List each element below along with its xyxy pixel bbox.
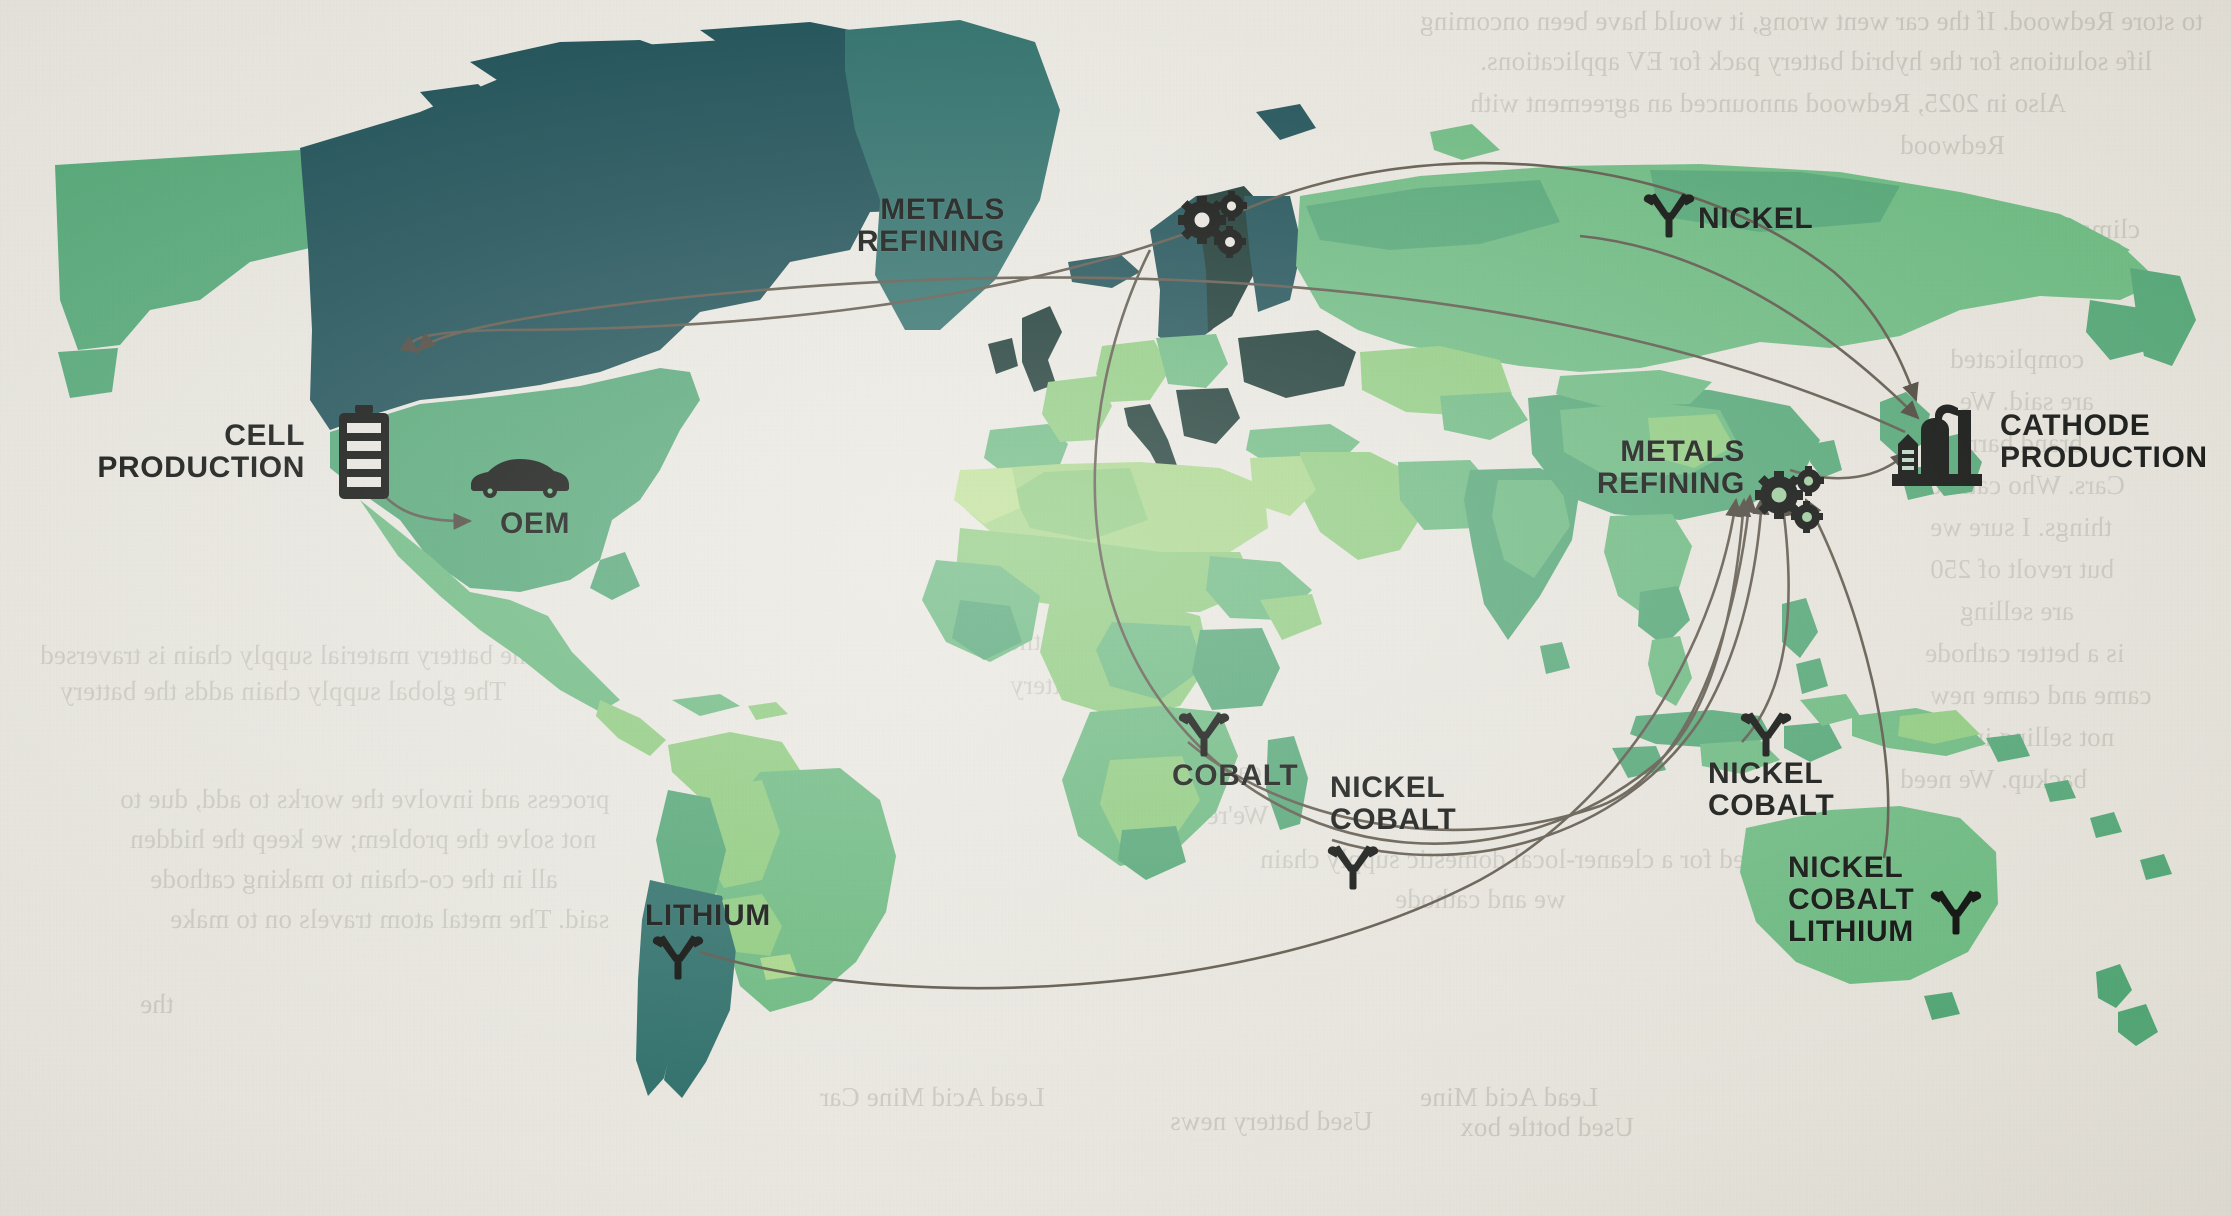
flow-lithium-sa-to-metals-refining-cn bbox=[699, 497, 1743, 990]
label-nickel-cobalt-madagascar: NICKEL COBALT bbox=[1330, 771, 1457, 836]
mining-hammers-icon bbox=[1643, 193, 1695, 244]
label-metals-refining-china: METALS REFINING bbox=[1596, 435, 1745, 500]
mining-hammers-icon bbox=[1178, 712, 1230, 763]
label-oem: OEM bbox=[500, 507, 571, 540]
label-nickel-cobalt-lithium-australia: NICKEL COBALT LITHIUM bbox=[1788, 851, 1915, 948]
mining-hammers-icon bbox=[1930, 890, 1982, 941]
flow-nickel-ru-to-cathode-production bbox=[1579, 234, 1920, 420]
label-cobalt-drc: COBALT bbox=[1172, 759, 1299, 792]
battery-icon bbox=[335, 405, 393, 506]
flow-nickel-cobalt-lithium-au-to-metals-refining-cn bbox=[1804, 498, 1890, 859]
flow-nickel-cobalt-mg-to-metals-refining-cn bbox=[1331, 495, 1770, 857]
label-metals-refining-europe: METALS REFINING bbox=[856, 193, 1005, 258]
mining-hammers-icon bbox=[652, 935, 704, 986]
flow-metals-refining-eu-to-cathode-production bbox=[1229, 161, 1919, 403]
label-cell-production: CELL PRODUCTION bbox=[97, 419, 305, 484]
chemical-plant-icon bbox=[1888, 396, 1992, 505]
flow-cathode-production-to-cell-production bbox=[416, 276, 1906, 434]
label-lithium-south-america: LITHIUM bbox=[645, 899, 771, 932]
flow-nickel-cobalt-id-to-metals-refining-cn bbox=[1741, 497, 1793, 743]
supply-chain-flow-lines bbox=[370, 161, 1920, 990]
gears-icon bbox=[1745, 465, 1831, 548]
label-nickel-cobalt-indonesia: NICKEL COBALT bbox=[1708, 757, 1835, 822]
mining-hammers-icon bbox=[1327, 845, 1379, 896]
car-icon bbox=[468, 455, 572, 504]
gears-icon bbox=[1168, 190, 1254, 273]
mining-hammers-icon bbox=[1740, 712, 1792, 763]
label-nickel-russia: NICKEL bbox=[1698, 202, 1814, 235]
label-cathode-production: CATHODE PRODUCTION bbox=[2000, 409, 2208, 474]
flow-metals-refining-eu-to-metals-refining-cn bbox=[1093, 249, 1752, 845]
